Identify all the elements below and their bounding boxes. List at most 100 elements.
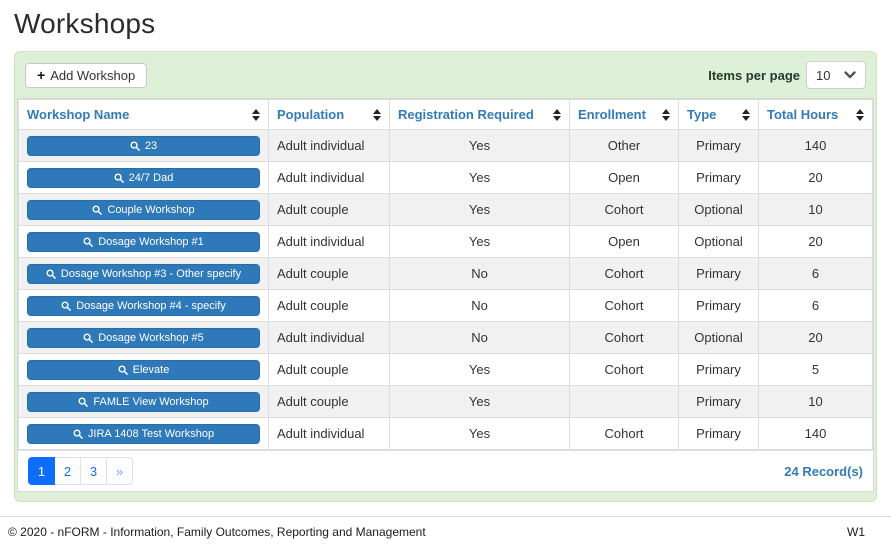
search-icon xyxy=(73,429,83,439)
pagination-page-button[interactable]: 2 xyxy=(54,457,81,485)
copyright-text: © 2020 - nFORM - Information, Family Out… xyxy=(8,525,426,539)
population-cell: Adult individual xyxy=(268,225,390,258)
column-header[interactable]: Enrollment xyxy=(569,99,679,130)
workshop-name-label: Couple Workshop xyxy=(107,203,195,216)
enrollment-cell: Cohort xyxy=(569,257,679,290)
registration-required-cell: Yes xyxy=(389,193,570,226)
workshop-name-label: 24/7 Dad xyxy=(128,171,174,184)
registration-required-cell: No xyxy=(389,257,570,290)
workshop-link-button[interactable]: Elevate xyxy=(27,359,260,380)
workshop-name-label: JIRA 1408 Test Workshop xyxy=(87,427,215,440)
add-workshop-button[interactable]: + Add Workshop xyxy=(25,62,148,88)
table-row: Dosage Workshop #3 - Other specify Adult… xyxy=(18,257,873,290)
table-footer: 1 2 3 » 24 Record(s) xyxy=(18,450,873,491)
items-per-page-select[interactable]: 10 xyxy=(806,61,866,89)
workshop-name-label: Dosage Workshop #4 - specify xyxy=(76,299,226,312)
type-cell: Primary xyxy=(678,385,759,418)
workshop-link-button[interactable]: FAMLE View Workshop xyxy=(27,391,260,412)
column-header[interactable]: Registration Required xyxy=(389,99,570,130)
population-cell: Adult individual xyxy=(268,161,390,194)
workshop-name-label: 23 xyxy=(144,139,158,152)
add-workshop-label: Add Workshop xyxy=(50,67,136,83)
workshop-name-label: Elevate xyxy=(132,363,170,376)
sort-icon[interactable] xyxy=(662,108,670,121)
search-icon xyxy=(61,301,72,311)
sort-icon[interactable] xyxy=(742,108,750,121)
registration-required-cell: Yes xyxy=(389,129,570,162)
total-hours-cell: 5 xyxy=(758,353,873,386)
workshop-name-cell: Dosage Workshop #3 - Other specify xyxy=(18,257,269,290)
sort-icon[interactable] xyxy=(252,108,260,121)
column-header-label: Population xyxy=(277,107,345,122)
pagination-page-button[interactable]: 1 xyxy=(28,457,55,485)
workshop-link-button[interactable]: Dosage Workshop #1 xyxy=(27,231,260,252)
population-cell: Adult couple xyxy=(268,193,390,226)
type-cell: Primary xyxy=(678,289,759,322)
workshops-panel: + Add Workshop Items per page 10 xyxy=(14,51,877,502)
workshop-link-button[interactable]: Dosage Workshop #3 - Other specify xyxy=(27,263,260,284)
search-icon xyxy=(114,173,124,183)
pagination-next-button[interactable]: » xyxy=(106,457,133,485)
items-per-page-control: Items per page 10 xyxy=(708,61,866,89)
population-cell: Adult individual xyxy=(268,417,390,450)
workshop-link-button[interactable]: Dosage Workshop #5 xyxy=(27,327,260,348)
registration-required-cell: Yes xyxy=(389,225,570,258)
workshop-link-button[interactable]: JIRA 1408 Test Workshop xyxy=(27,423,260,444)
total-hours-cell: 20 xyxy=(758,161,873,194)
workshop-name-label: Dosage Workshop #1 xyxy=(98,235,204,248)
total-hours-cell: 6 xyxy=(758,257,873,290)
pagination-page-button[interactable]: 3 xyxy=(80,457,107,485)
workshop-link-button[interactable]: 23 xyxy=(27,135,260,156)
total-hours-cell: 140 xyxy=(758,417,873,450)
population-cell: Adult couple xyxy=(268,257,390,290)
sort-icon[interactable] xyxy=(856,108,864,121)
search-icon xyxy=(83,237,94,247)
table-row: JIRA 1408 Test Workshop Adult individual… xyxy=(18,417,873,450)
sort-icon[interactable] xyxy=(373,108,381,121)
workshop-name-cell: Couple Workshop xyxy=(18,193,269,226)
population-cell: Adult couple xyxy=(268,353,390,386)
search-icon xyxy=(92,205,103,215)
workshop-name-cell: Dosage Workshop #1 xyxy=(18,225,269,258)
registration-required-cell: Yes xyxy=(389,385,570,418)
workshop-name-cell: Dosage Workshop #5 xyxy=(18,321,269,354)
search-icon xyxy=(83,333,94,343)
search-icon xyxy=(118,365,128,375)
workshop-link-button[interactable]: 24/7 Dad xyxy=(27,167,260,188)
population-cell: Adult individual xyxy=(268,129,390,162)
column-header[interactable]: Total Hours xyxy=(758,99,873,130)
records-count: 24 Record(s) xyxy=(784,463,863,479)
workshop-link-button[interactable]: Dosage Workshop #4 - specify xyxy=(27,295,260,316)
column-header[interactable]: Population xyxy=(268,99,390,130)
column-header[interactable]: Workshop Name xyxy=(18,99,269,130)
enrollment-cell xyxy=(569,385,679,418)
column-header-label: Registration Required xyxy=(398,107,534,122)
pagination: 1 2 3 » xyxy=(28,457,133,485)
environment-label: W1 xyxy=(847,525,865,539)
column-header[interactable]: Type xyxy=(678,99,759,130)
enrollment-cell: Cohort xyxy=(569,353,679,386)
table-row: Dosage Workshop #4 - specify Adult coupl… xyxy=(18,289,873,322)
sort-icon[interactable] xyxy=(553,108,561,121)
workshop-name-cell: Elevate xyxy=(18,353,269,386)
type-cell: Primary xyxy=(678,161,759,194)
column-header-label: Type xyxy=(687,107,717,122)
population-cell: Adult couple xyxy=(268,385,390,418)
table-row: Dosage Workshop #1 Adult individual Yes … xyxy=(18,225,873,258)
column-header-label: Total Hours xyxy=(767,107,839,122)
type-cell: Optional xyxy=(678,193,759,226)
workshop-name-label: Dosage Workshop #3 - Other specify xyxy=(60,267,242,280)
enrollment-cell: Cohort xyxy=(569,417,679,450)
workshops-table: Workshop Name Population Registration Re… xyxy=(18,99,873,450)
workshop-link-button[interactable]: Couple Workshop xyxy=(27,199,260,220)
total-hours-cell: 20 xyxy=(758,225,873,258)
population-cell: Adult couple xyxy=(268,289,390,322)
enrollment-cell: Cohort xyxy=(569,193,679,226)
workshop-name-label: Dosage Workshop #5 xyxy=(98,331,204,344)
workshop-name-cell: JIRA 1408 Test Workshop xyxy=(18,417,269,450)
table-header-row: Workshop Name Population Registration Re… xyxy=(18,99,873,130)
plus-icon: + xyxy=(37,67,46,83)
enrollment-cell: Other xyxy=(569,129,679,162)
total-hours-cell: 20 xyxy=(758,321,873,354)
column-header-label: Workshop Name xyxy=(27,107,130,122)
